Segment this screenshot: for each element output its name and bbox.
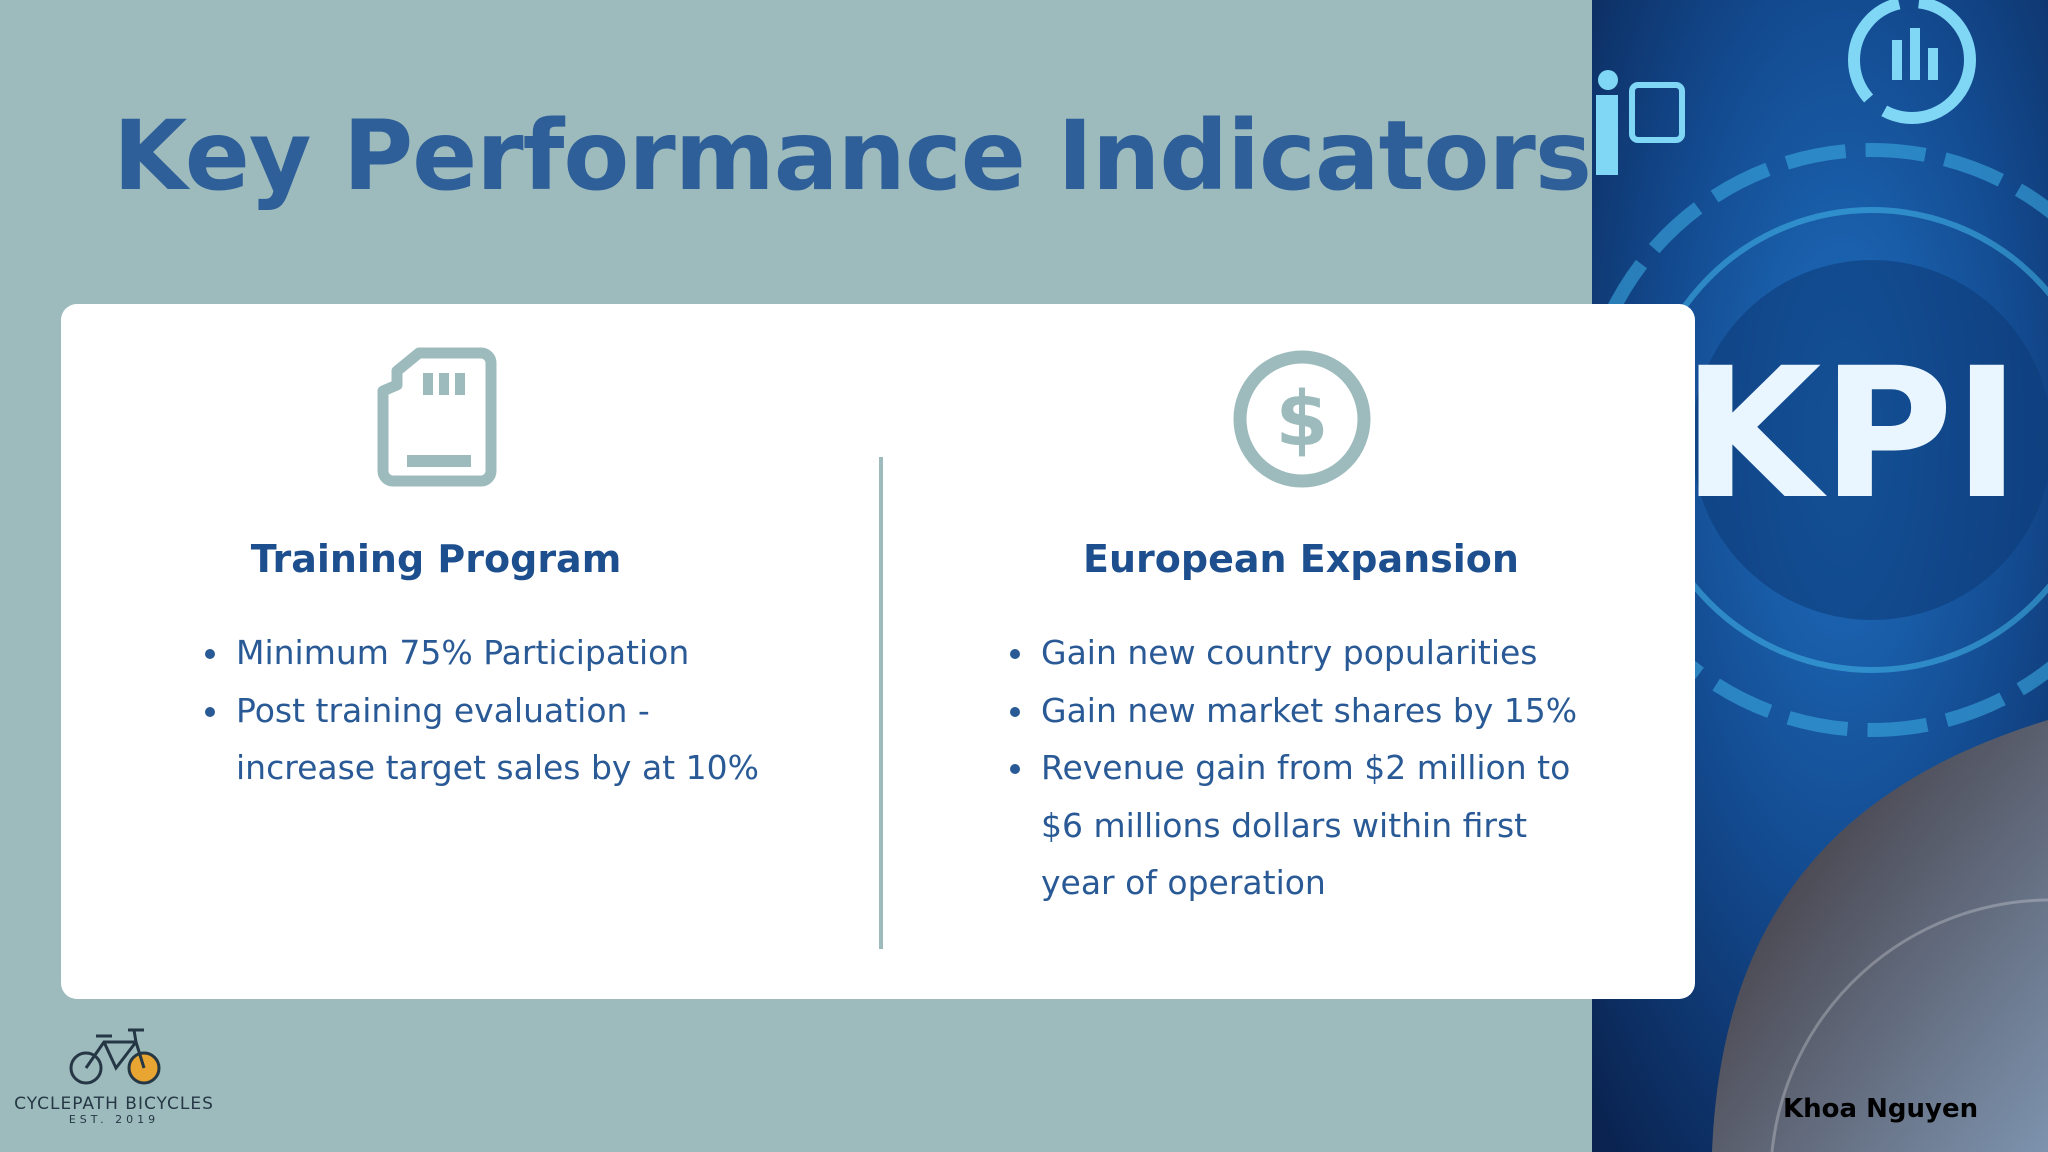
bullet: Post training evaluation - increase targ… [232,682,792,797]
bullet: Gain new country popularities [1037,624,1597,682]
svg-text:$: $ [1276,374,1329,463]
section-heading: European Expansion [1083,537,1519,581]
bullet-list: Gain new country popularities Gain new m… [991,624,1597,912]
dollar-icon: $ [1233,350,1371,488]
author: Khoa Nguyen [1783,1094,1979,1124]
bullet: Gain new market shares by 15% [1037,682,1597,740]
logo-tagline: EST. 2019 [68,1113,160,1126]
logo-name: CYCLEPATH BICYCLES [14,1094,214,1114]
kpi-photo: KPI [1592,0,2048,1152]
sd-card-icon [377,347,497,487]
slide-title: Key Performance Indicators [113,100,1592,212]
bullet-list: Minimum 75% Participation Post training … [186,624,792,797]
bullet: Revenue gain from $2 million to $6 milli… [1037,739,1597,912]
photo-text: KPI [1682,330,2020,539]
bullet: Minimum 75% Participation [232,624,792,682]
section-heading: Training Program [250,537,622,581]
bicycle-logo [69,1028,161,1085]
divider [879,457,883,949]
content-card [61,304,1695,999]
